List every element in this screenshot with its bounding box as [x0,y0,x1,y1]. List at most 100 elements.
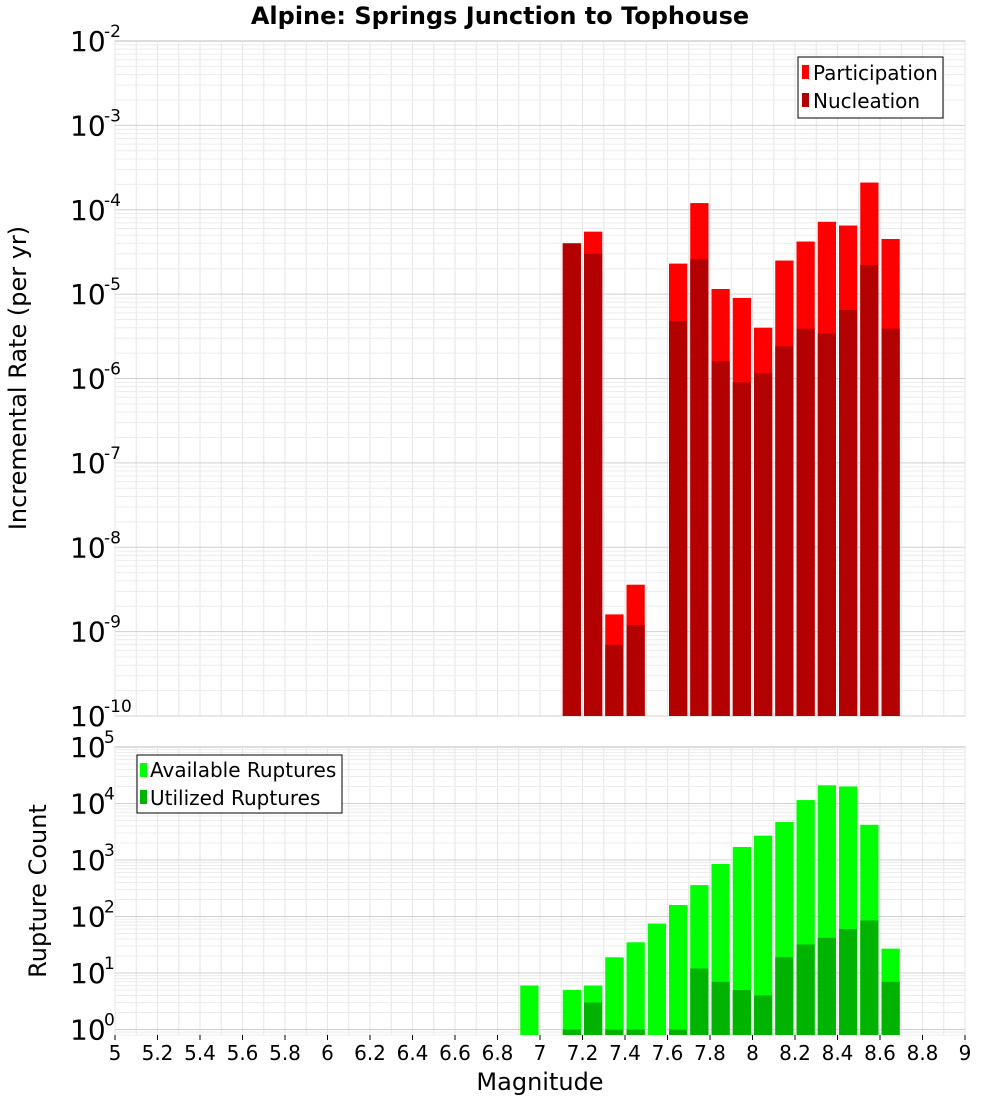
top-y-tick-exponent: -9 [104,613,121,633]
bottom-bar-utilized-ruptures-7_35 [605,1029,624,1035]
x-tick-label: 7 [534,1041,547,1065]
x-axis-ticks: 5 5.2 5.4 5.6 5.8 6 6.2 6.4 6.6 6.8 7 7.2 7.4 7.6 7.8 8… [109,1035,972,1065]
top-y-tick-exponent: -2 [104,22,121,42]
top-bar-nucleation-7_15 [562,243,581,717]
x-tick-label: 5.8 [269,1041,301,1065]
top-y-tick-label: 10 [70,447,106,480]
top-y-tick-exponent: -4 [104,191,121,211]
bottom-y-tick-label: 10 [70,901,106,934]
bottom-bar-utilized-ruptures-8_65 [881,981,900,1035]
top-y-axis-label: Incremental Rate (per yr) [4,226,32,530]
x-tick-label: 5.6 [227,1041,259,1065]
legend-label-available: Available Ruptures [150,758,336,782]
bottom-bar-available-ruptures-7_55 [647,923,666,1035]
top-bar-nucleation-7_65 [669,321,688,716]
top-y-tick-exponent: -8 [104,528,121,548]
bottom-legend-box [136,754,343,814]
x-tick-label: 7.2 [567,1041,599,1065]
bottom-bar-utilized-ruptures-7_15 [562,1029,581,1035]
x-tick-label: 6.2 [354,1041,386,1065]
x-axis-label: Magnitude [476,1068,603,1096]
bottom-bar-utilized-ruptures-7_85 [711,981,730,1035]
bottom-y-tick-label: 10 [70,957,106,990]
x-tick-label: 8.2 [779,1041,811,1065]
top-bar-nucleation-7_45 [626,624,645,716]
legend-swatch-utilized [140,790,147,804]
bottom-bar-utilized-ruptures-7_65 [669,1029,688,1035]
top-y-tick-exponent: -6 [104,360,121,380]
bottom-y-tick-label: 10 [70,788,106,821]
x-tick-label: 7.4 [609,1041,641,1065]
bottom-bar-utilized-ruptures-8_15 [775,957,794,1035]
x-tick-label: 7.8 [694,1041,726,1065]
x-tick-label: 7.6 [652,1041,684,1065]
bottom-y-tick-exponent: 2 [104,898,115,918]
bottom-y-tick-exponent: 3 [104,841,115,861]
bottom-bar-available-ruptures-8_05 [754,835,773,1035]
bottom-y-tick-label: 10 [70,1014,106,1047]
legend-swatch-participation [802,65,809,79]
legend-label-participation: Participation [813,61,938,85]
x-tick-label: 5 [109,1041,122,1065]
bottom-bars [520,785,900,1035]
x-tick-label: 8.6 [864,1041,896,1065]
x-tick-label: 6 [321,1041,334,1065]
x-tick-label: 6.4 [397,1041,429,1065]
top-y-tick-exponent: -7 [104,444,121,464]
top-y-tick-label: 10 [70,363,106,396]
bottom-y-axis-label: Rupture Count [24,804,52,978]
top-bar-nucleation-7_75 [690,259,709,716]
top-y-tick-label: 10 [70,194,106,227]
top-y-tick-label: 10 [70,531,106,564]
bottom-bar-utilized-ruptures-8_55 [860,920,879,1035]
bottom-bar-utilized-ruptures-7_45 [626,1029,645,1035]
top-legend-box [797,56,944,119]
x-tick-label: 6.8 [482,1041,514,1065]
top-bar-nucleation-8_55 [860,265,879,716]
top-y-tick-exponent: -3 [104,106,121,126]
top-y-tick-label: 10 [70,616,106,649]
bottom-bar-available-ruptures-6_95 [520,985,539,1035]
top-bar-nucleation-8_05 [754,373,773,716]
top-bar-nucleation-8_65 [881,328,900,716]
bottom-y-tick-exponent: 1 [104,954,115,974]
x-tick-label: 8.8 [907,1041,939,1065]
bottom-bar-utilized-ruptures-8_35 [817,937,836,1035]
bottom-bar-utilized-ruptures-7_75 [690,968,709,1035]
bottom-bar-available-ruptures-7_65 [669,904,688,1035]
top-y-tick-label: 10 [70,278,106,311]
bottom-y-tick-exponent: 5 [104,728,115,748]
x-tick-label: 9 [959,1041,972,1065]
top-bar-nucleation-7_95 [732,382,751,716]
top-legend: Participation Nucleation [797,56,944,119]
top-bar-nucleation-8_35 [817,333,836,716]
x-tick-label: 8 [746,1041,759,1065]
legend-swatch-available [140,763,147,777]
top-bar-nucleation-7_25 [584,253,603,716]
chart-title: Alpine: Springs Junction to Tophouse [251,2,749,30]
bottom-legend: Available Ruptures Utilized Ruptures [136,754,343,814]
bottom-y-tick-exponent: 0 [104,1011,115,1031]
bottom-bar-available-ruptures-7_45 [626,942,645,1035]
top-bar-nucleation-8_25 [796,328,815,716]
top-y-tick-label: 10 [70,25,106,58]
bottom-bar-available-ruptures-7_35 [605,957,624,1035]
x-tick-label: 8.4 [822,1041,854,1065]
legend-label-utilized: Utilized Ruptures [150,786,320,810]
bottom-bar-utilized-ruptures-7_95 [732,990,751,1035]
bottom-y-tick-exponent: 4 [104,785,115,805]
bottom-bar-utilized-ruptures-8_05 [754,995,773,1035]
top-y-tick-exponent: -10 [104,697,132,717]
top-bars [562,182,900,717]
top-bar-nucleation-7_35 [605,644,624,716]
x-tick-label: 5.4 [184,1041,216,1065]
top-bar-nucleation-8_15 [775,346,794,716]
bottom-y-tick-label: 10 [70,844,106,877]
top-bar-nucleation-8_45 [839,309,858,716]
bottom-bar-utilized-ruptures-8_45 [839,929,858,1035]
bottom-bar-utilized-ruptures-7_25 [584,1002,603,1035]
